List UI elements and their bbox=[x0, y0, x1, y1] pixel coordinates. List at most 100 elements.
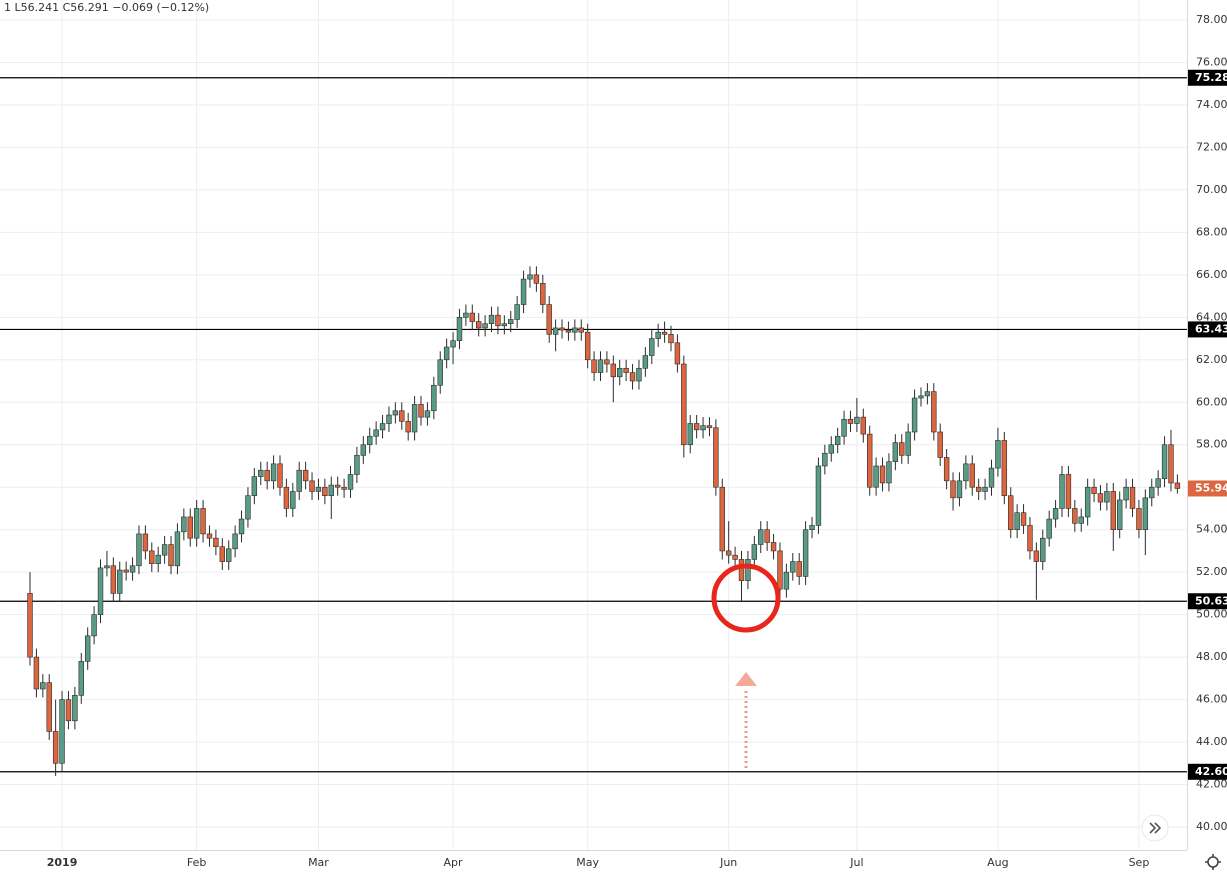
level-label: 42.60 bbox=[1195, 765, 1227, 778]
candle-body bbox=[181, 516, 187, 533]
candle-body bbox=[681, 363, 687, 446]
candle-body bbox=[1059, 474, 1065, 509]
candle-body bbox=[591, 359, 597, 373]
candle-body bbox=[1008, 495, 1014, 530]
candle-body bbox=[1001, 440, 1008, 497]
candle-body bbox=[65, 699, 72, 722]
candle-body bbox=[1033, 550, 1040, 562]
candle-body bbox=[661, 331, 668, 335]
y-tick-label: 54.000 bbox=[1196, 523, 1227, 536]
candle-body bbox=[552, 327, 559, 335]
candle-body bbox=[360, 444, 367, 456]
candle-body bbox=[258, 469, 264, 477]
candle-body bbox=[649, 338, 655, 356]
y-tick-label: 50.000 bbox=[1196, 608, 1227, 621]
candle-body bbox=[501, 323, 508, 327]
candle-body bbox=[1052, 508, 1059, 520]
y-tick-label: 48.000 bbox=[1196, 650, 1227, 663]
candle-body bbox=[495, 314, 501, 327]
candle-body bbox=[142, 533, 149, 552]
candle-body bbox=[328, 484, 334, 497]
y-tick-label: 58.000 bbox=[1196, 438, 1227, 451]
candle-body bbox=[956, 480, 963, 499]
levels bbox=[0, 77, 1187, 773]
candle-body bbox=[1104, 491, 1110, 503]
candle-body bbox=[879, 465, 886, 484]
candle-body bbox=[40, 682, 46, 690]
candle-body bbox=[969, 463, 975, 488]
candle-body bbox=[674, 342, 681, 365]
candle-body bbox=[33, 656, 40, 690]
candle-body bbox=[796, 561, 802, 577]
candle-body bbox=[1110, 491, 1116, 530]
level-label-bg bbox=[1188, 763, 1227, 780]
candle-body bbox=[751, 544, 758, 560]
y-tick-label: 44.000 bbox=[1196, 735, 1227, 748]
candle-body bbox=[78, 661, 84, 696]
candle-body bbox=[245, 495, 251, 520]
y-tick-label: 76.000 bbox=[1196, 55, 1227, 68]
candle-body bbox=[149, 550, 155, 564]
candle-body bbox=[790, 561, 796, 573]
candle-body bbox=[424, 410, 431, 418]
candle-body bbox=[533, 274, 540, 284]
candle-body bbox=[334, 484, 341, 488]
candle-body bbox=[911, 397, 918, 433]
y-tick-label: 52.000 bbox=[1196, 565, 1227, 578]
y-tick-label: 42.000 bbox=[1196, 778, 1227, 791]
candle-body bbox=[1072, 508, 1078, 524]
y-tick-label: 78.000 bbox=[1196, 13, 1227, 26]
candle-body bbox=[1161, 444, 1168, 480]
candle-body bbox=[943, 457, 950, 482]
candle-body bbox=[809, 525, 815, 530]
y-tick-label: 40.000 bbox=[1196, 820, 1227, 833]
x-tick-label: May bbox=[576, 856, 599, 869]
candle-body bbox=[508, 319, 514, 324]
candle-body bbox=[405, 421, 411, 433]
candle-body bbox=[347, 474, 354, 490]
candle-body bbox=[456, 317, 463, 341]
candle-body bbox=[129, 565, 136, 573]
level-label-bg bbox=[1188, 593, 1227, 610]
candle-body bbox=[597, 359, 604, 373]
candle-body bbox=[1046, 518, 1052, 539]
candle-body bbox=[815, 465, 822, 526]
candle-body bbox=[700, 425, 706, 431]
candle-body bbox=[174, 531, 181, 567]
scroll-icon[interactable] bbox=[1149, 822, 1162, 834]
candle-body bbox=[975, 486, 982, 492]
candle-body bbox=[117, 569, 123, 594]
candle-body bbox=[732, 554, 738, 560]
candle-body bbox=[693, 423, 700, 431]
candle-body bbox=[738, 559, 745, 581]
settings-icon-teeth[interactable] bbox=[1205, 854, 1221, 870]
candle-body bbox=[1174, 482, 1181, 489]
candle-body bbox=[828, 444, 834, 454]
candle-body bbox=[418, 404, 424, 418]
candle-body bbox=[52, 731, 59, 764]
candle-body bbox=[123, 569, 129, 573]
x-tick-label: Apr bbox=[444, 856, 464, 869]
candle-body bbox=[527, 274, 533, 280]
candle-body bbox=[155, 554, 161, 564]
candle-body bbox=[206, 533, 213, 539]
settings-button[interactable] bbox=[1205, 854, 1221, 870]
candle-body bbox=[59, 699, 65, 764]
candle-body bbox=[802, 529, 809, 577]
candle-body bbox=[841, 418, 847, 437]
scroll-button[interactable] bbox=[1141, 814, 1169, 842]
candle-body bbox=[1168, 444, 1174, 484]
candle-body bbox=[822, 452, 828, 467]
candle-body bbox=[27, 593, 33, 658]
candle-body bbox=[982, 486, 988, 492]
y-tick-label: 68.000 bbox=[1196, 225, 1227, 238]
candle-body bbox=[1040, 537, 1046, 562]
candle-body bbox=[905, 431, 911, 456]
candle-body bbox=[443, 346, 450, 361]
candle-body bbox=[367, 435, 373, 446]
candle-body bbox=[1065, 474, 1072, 509]
candle-body bbox=[847, 418, 854, 424]
candle-body bbox=[520, 278, 527, 305]
candle-body bbox=[84, 635, 91, 662]
last-price-label: 55.94 bbox=[1195, 481, 1227, 494]
